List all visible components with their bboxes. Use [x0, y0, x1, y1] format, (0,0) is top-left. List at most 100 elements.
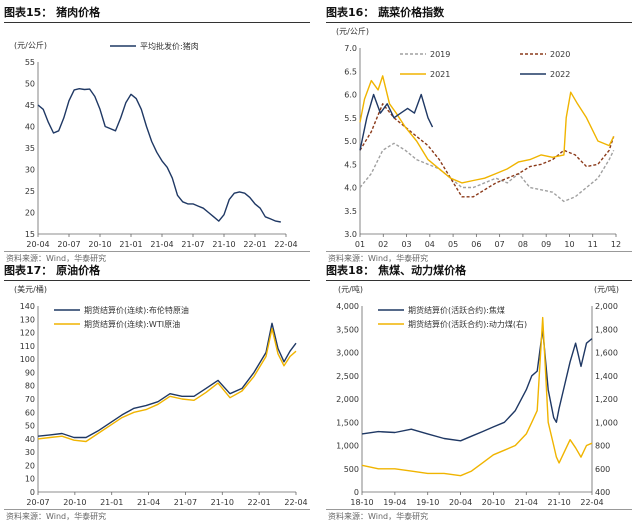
x-tick-label: 20-07	[26, 498, 49, 507]
y-tick-label: 35	[25, 144, 35, 153]
x-tick-label: 08	[518, 240, 528, 249]
source-rule	[326, 509, 632, 510]
x-tick-label: 01	[355, 240, 365, 249]
y-tick-label: 45	[25, 101, 35, 110]
x-tick-label: 03	[401, 240, 411, 249]
x-tick-label: 19-04	[383, 498, 406, 507]
y-tick-label-right: 1,600	[595, 349, 618, 358]
x-tick-label: 20-07	[57, 240, 80, 249]
y-unit-label: (美元/桶)	[14, 284, 47, 294]
x-tick-label: 02	[378, 240, 388, 249]
y-tick-label: 130	[20, 315, 35, 324]
x-tick-label: 21-04	[515, 498, 538, 507]
y-tick-label: 6.0	[344, 91, 357, 100]
y-tick-label-right: 400	[595, 488, 610, 497]
chart-pork: (元/公斤) 15 20 25 30 35 40 45 50 55 20-04 20-07 20-10 2…	[14, 40, 298, 249]
x-tick-label: 21-10	[548, 498, 571, 507]
x-tick-label: 04	[425, 240, 435, 249]
y-unit-label: (元/吨)	[338, 284, 363, 294]
y-tick-label: 0	[354, 488, 359, 497]
y-tick-label: 5.5	[344, 114, 357, 123]
y-tick-label: 110	[20, 342, 35, 351]
y-tick-label-right: 800	[595, 442, 610, 451]
x-tick-label: 20-10	[482, 498, 505, 507]
legend-label: 期货结算价(连续):WTI原油	[84, 319, 180, 329]
panel-pork: 图表15： 猪肉价格 (元/公斤) 15 20 25 30 35 40 45 50 55 20-04…	[4, 4, 314, 263]
y-tick-label: 4,000	[336, 302, 359, 311]
y-tick-label: 500	[344, 465, 359, 474]
legend-label: 2019	[430, 50, 450, 59]
x-tick-label: 05	[448, 240, 458, 249]
y-tick-label: 140	[20, 302, 35, 311]
y-unit-label: (元/公斤)	[336, 26, 369, 36]
y-tick-label: 3.5	[344, 207, 357, 216]
y-tick-label: 3,000	[336, 349, 359, 358]
y-tick-label-right: 1,800	[595, 325, 618, 334]
y-tick-label: 6.5	[344, 67, 357, 76]
x-tick-label: 09	[541, 240, 551, 249]
x-tick-label: 20-10	[63, 498, 86, 507]
series-line	[359, 103, 615, 198]
panel-vegetable: 图表16： 蔬菜价格指数 (元/公斤) 3.0 3.5 4.0 4.5 5.0 5.5 6.0…	[326, 4, 636, 263]
y-tick-label-right: 2,000	[595, 302, 618, 311]
source-note: 资料来源：Wind，华泰研究	[6, 512, 107, 521]
series-line	[37, 87, 281, 223]
y-tick-label: 20	[25, 461, 35, 470]
chart-coal: (元/吨) (元/吨) 0 500 1,000 1,500 2,000 2,500 3,000 3…	[336, 284, 619, 507]
y-tick-label-right: 600	[595, 465, 610, 474]
y-tick-label: 2,000	[336, 395, 359, 404]
x-tick-label: 07	[495, 240, 505, 249]
x-tick-label: 22-01	[248, 498, 271, 507]
x-tick-label: 20-10	[88, 240, 111, 249]
y-tick-label: 120	[20, 329, 35, 338]
y-tick-label: 5.0	[344, 137, 357, 146]
x-tick-label: 21-10	[211, 498, 234, 507]
x-tick-label: 22-04	[284, 498, 307, 507]
y-tick-label: 3.0	[344, 230, 357, 239]
x-tick-label: 22-04	[274, 240, 297, 249]
x-tick-label: 21-07	[181, 240, 204, 249]
legend-label: 期货结算价(连续):布伦特原油	[84, 305, 189, 315]
y-tick-label: 4.5	[344, 160, 357, 169]
x-tick-label: 21-10	[212, 240, 235, 249]
y-unit-label-right: (元/吨)	[594, 284, 619, 294]
series-line	[361, 328, 593, 442]
legend-label: 2021	[430, 70, 450, 79]
title-rule	[4, 280, 310, 281]
chart-title: 图表17： 原油价格	[4, 264, 101, 277]
chart-title: 图表15： 猪肉价格	[4, 6, 101, 19]
source-note: 资料来源：Wind，华泰研究	[6, 254, 107, 263]
legend-label: 期货结算价(活跃合约):焦煤	[408, 305, 505, 315]
y-tick-label: 1,500	[336, 418, 359, 427]
y-tick-label: 100	[20, 355, 35, 364]
y-tick-label: 2,500	[336, 372, 359, 381]
x-tick-label: 21-01	[100, 498, 123, 507]
series-line	[37, 322, 297, 439]
x-tick-label: 12	[611, 240, 621, 249]
y-unit-label: (元/公斤)	[14, 40, 47, 50]
series-line	[361, 316, 593, 477]
x-tick-label: 21-04	[137, 498, 160, 507]
x-tick-label: 20-04	[26, 240, 49, 249]
y-tick-label: 60	[25, 408, 35, 417]
source-rule	[4, 509, 310, 510]
x-tick-label: 20-04	[449, 498, 472, 507]
y-tick-label: 7.0	[344, 44, 357, 53]
y-tick-label: 4.0	[344, 184, 357, 193]
series-line	[359, 142, 615, 203]
legend-label: 2022	[550, 70, 570, 79]
y-tick-label: 1,000	[336, 442, 359, 451]
y-tick-label: 3,500	[336, 325, 359, 334]
x-tick-label: 18-10	[350, 498, 373, 507]
legend-label: 平均批发价:猪肉	[140, 41, 199, 51]
x-tick-label: 21-07	[174, 498, 197, 507]
y-tick-label: 40	[25, 123, 35, 132]
y-tick-label-right: 1,000	[595, 418, 618, 427]
y-tick-label: 70	[25, 395, 35, 404]
title-rule	[326, 280, 632, 281]
y-tick-label: 10	[25, 475, 35, 484]
y-tick-label: 80	[25, 382, 35, 391]
y-tick-label: 55	[25, 58, 35, 67]
x-tick-label: 19-10	[416, 498, 439, 507]
y-tick-label: 25	[25, 187, 35, 196]
